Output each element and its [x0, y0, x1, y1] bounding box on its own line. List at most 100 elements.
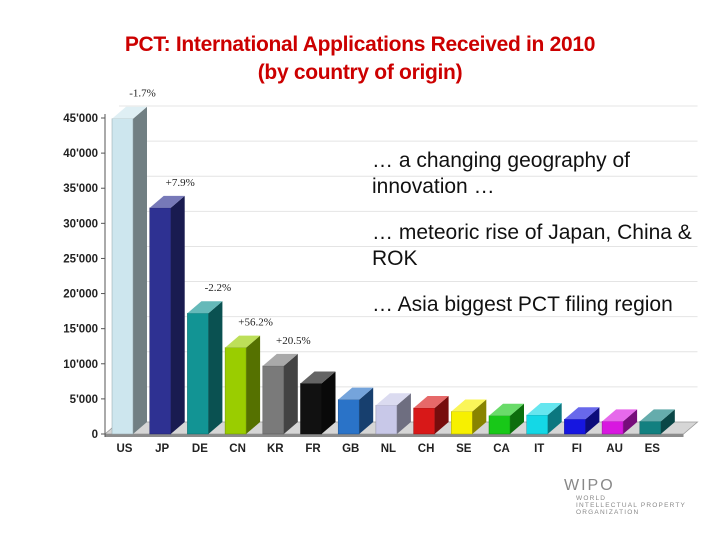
bar-top [338, 387, 374, 400]
bar-side [208, 301, 223, 434]
bar-front [300, 383, 322, 435]
bar [149, 195, 185, 435]
x-tick-label: IT [534, 443, 544, 455]
bar-front [639, 421, 662, 435]
y-tick-label: 10'000 [63, 359, 98, 371]
y-tick-label: 15'000 [63, 324, 98, 336]
data-label: +7.9% [166, 177, 195, 189]
bar-top [489, 403, 524, 416]
bullet-asia-rise: … meteoric rise of Japan, China & ROK [372, 221, 692, 270]
y-tick-label: 5'000 [70, 394, 98, 406]
bar-top [149, 195, 185, 208]
bar-side [510, 403, 524, 434]
bar-front [526, 414, 548, 435]
bar-front [149, 207, 171, 435]
x-tick-label: GB [342, 443, 359, 455]
bar-side [396, 393, 411, 434]
bar [564, 407, 600, 435]
data-label: +20.5% [276, 335, 311, 347]
bar-side [246, 335, 261, 434]
bar [224, 335, 261, 435]
bar-front [111, 118, 134, 435]
bar-front [262, 365, 285, 435]
chart-title: PCT: International Applications Received… [124, 33, 596, 56]
bar-side [133, 106, 147, 435]
bar-top [639, 409, 675, 422]
bar [601, 409, 638, 435]
bar-top [564, 407, 600, 420]
bar [262, 353, 298, 435]
bar-side [170, 195, 185, 434]
bar [300, 371, 336, 435]
x-tick-label: SE [456, 443, 472, 455]
x-tick-label: ES [645, 443, 661, 455]
bar-top [187, 301, 223, 314]
bar-top [225, 335, 261, 348]
bar-top [262, 353, 298, 366]
bar-side [623, 409, 638, 434]
bar [451, 399, 487, 435]
bar-top [300, 371, 336, 384]
wipo-logo-name: WIPO [564, 477, 615, 494]
bar [526, 403, 562, 435]
y-tick-label: 40'000 [63, 148, 98, 160]
bar [111, 106, 147, 435]
bar-side [321, 371, 336, 434]
wipo-logo-line1: WORLD [576, 495, 606, 502]
bar [639, 409, 675, 435]
bar-front [564, 419, 586, 435]
y-tick-label: 20'000 [63, 289, 98, 301]
data-label: -2.2% [205, 282, 232, 294]
bar [337, 387, 374, 435]
bar-side [472, 399, 487, 434]
bar-top [112, 106, 147, 119]
x-tick-label: NL [381, 443, 396, 455]
bar-side [660, 409, 675, 434]
y-tick-label: 30'000 [63, 218, 98, 230]
bar-top [526, 403, 562, 416]
bar-side [359, 387, 374, 434]
bar-side [434, 396, 449, 434]
wipo-logo: WIPO WORLD INTELLECTUAL PROPERTY ORGANIZ… [564, 477, 686, 516]
bar-front [337, 399, 360, 435]
x-tick-label: US [117, 443, 133, 455]
bar-front [375, 404, 398, 435]
bar-front [488, 415, 511, 435]
y-tick-label: 45'000 [63, 113, 98, 125]
bullet-asia-region: … Asia biggest PCT filing region [372, 293, 673, 316]
x-tick-label: CA [493, 443, 510, 455]
bar [375, 393, 411, 435]
wipo-logo-line2: INTELLECTUAL PROPERTY [576, 502, 686, 509]
x-tick-label: FR [305, 443, 321, 455]
bar-top [602, 409, 638, 422]
bar-side [283, 353, 298, 434]
bar [488, 403, 524, 435]
bar [187, 301, 223, 435]
bar-front [187, 312, 209, 435]
data-label: -1.7% [129, 88, 156, 100]
bar-side [547, 403, 562, 434]
bar [413, 396, 449, 435]
x-tick-label: FI [572, 443, 582, 455]
chart-subtitle: (by country of origin) [257, 61, 463, 84]
bar-top [375, 393, 411, 406]
y-tick-label: 0 [92, 429, 98, 441]
bar-front [601, 421, 624, 435]
bar-front [224, 347, 247, 435]
x-tick-label: KR [267, 443, 284, 455]
x-tick-label: CN [229, 443, 246, 455]
x-tick-label: JP [155, 443, 169, 455]
data-label: +56.2% [238, 317, 273, 329]
bullet-geography: … a changing geography of innovation … [372, 149, 631, 198]
x-tick-label: DE [192, 443, 208, 455]
chart-floor-edge [105, 434, 684, 437]
y-tick-label: 25'000 [63, 253, 98, 265]
y-tick-label: 35'000 [63, 183, 98, 195]
bar-top [451, 399, 487, 412]
wipo-logo-line3: ORGANIZATION [576, 509, 639, 516]
bar-top [413, 396, 449, 409]
bar-front [451, 411, 473, 435]
x-tick-label: CH [418, 443, 435, 455]
bar-side [585, 407, 600, 434]
